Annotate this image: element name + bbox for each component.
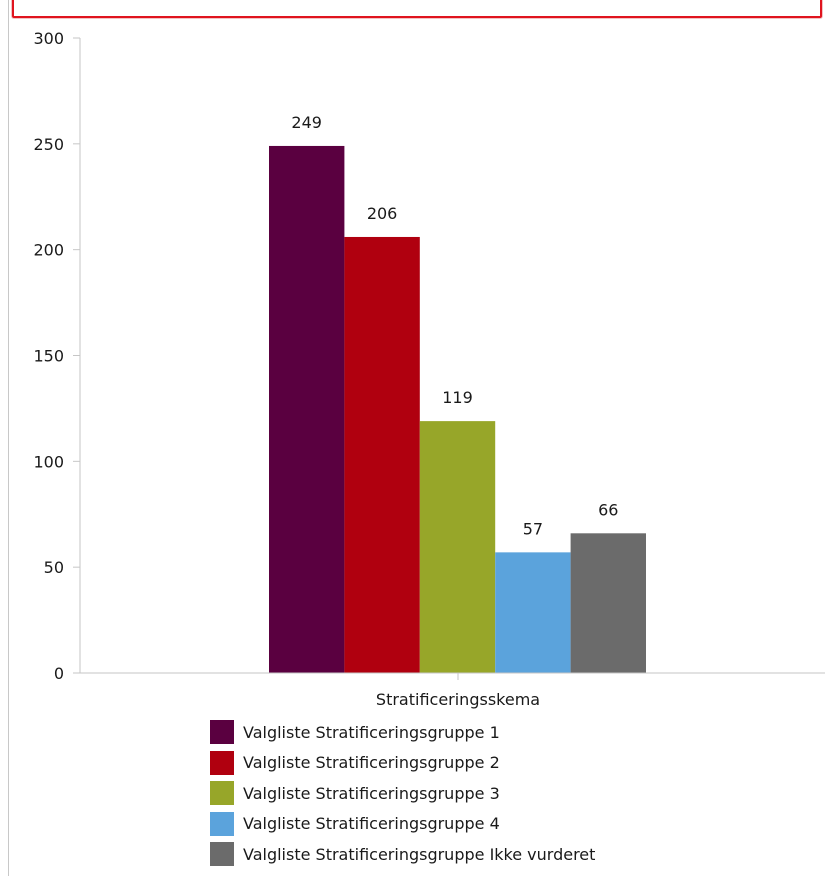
- legend-item: Valgliste Stratificeringsgruppe 4: [210, 809, 595, 840]
- bar-value-label: 119: [442, 388, 473, 407]
- legend-swatch: [210, 720, 234, 745]
- y-tick-label: 100: [33, 452, 64, 471]
- legend-item: Valgliste Stratificeringsgruppe 3: [210, 778, 595, 809]
- y-tick-label: 50: [44, 558, 64, 577]
- legend-swatch: [210, 842, 234, 867]
- bar-series-1: [269, 145, 345, 673]
- bar-value-label: 57: [523, 519, 543, 538]
- legend-item: Valgliste Stratificeringsgruppe 1: [210, 717, 595, 748]
- panel-left-border: [8, 0, 9, 876]
- legend-label: Valgliste Stratificeringsgruppe 4: [243, 814, 500, 834]
- chart-legend: Valgliste Stratificeringsgruppe 1 Valglis…: [210, 717, 595, 870]
- legend-swatch: [210, 781, 234, 806]
- chart-title-frame: [12, 0, 822, 18]
- x-axis: Stratificeringsskema: [80, 672, 825, 709]
- legend-label: Valgliste Stratificeringsgruppe Ikke vur…: [243, 844, 596, 864]
- y-axis: 0 50 100 150 200 250 300: [33, 29, 81, 683]
- legend-label: Valgliste Stratificeringsgruppe 1: [243, 722, 500, 742]
- bar-series: 249 206 119 57 66: [269, 113, 646, 673]
- bar-series-4: [495, 552, 571, 673]
- y-tick-label: 300: [33, 29, 64, 48]
- bar-value-label: 206: [367, 204, 398, 223]
- bar-series-2: [344, 236, 420, 673]
- legend-item: Valgliste Stratificeringsgruppe Ikke vur…: [210, 839, 595, 870]
- legend-label: Valgliste Stratificeringsgruppe 2: [243, 753, 500, 773]
- bar-value-label: 66: [598, 500, 618, 519]
- bar-series-5: [570, 533, 646, 673]
- y-tick-label: 250: [33, 135, 64, 154]
- legend-swatch: [210, 750, 234, 775]
- legend-item: Valgliste Stratificeringsgruppe 2: [210, 748, 595, 779]
- y-tick-label: 200: [33, 241, 64, 260]
- y-tick-label: 0: [54, 664, 64, 683]
- legend-label: Valgliste Stratificeringsgruppe 3: [243, 783, 500, 803]
- y-tick-label: 150: [33, 347, 64, 366]
- bar-value-label: 249: [291, 113, 322, 132]
- bar-series-3: [419, 421, 496, 673]
- legend-swatch: [210, 811, 234, 836]
- x-category-label: Stratificeringsskema: [376, 690, 540, 709]
